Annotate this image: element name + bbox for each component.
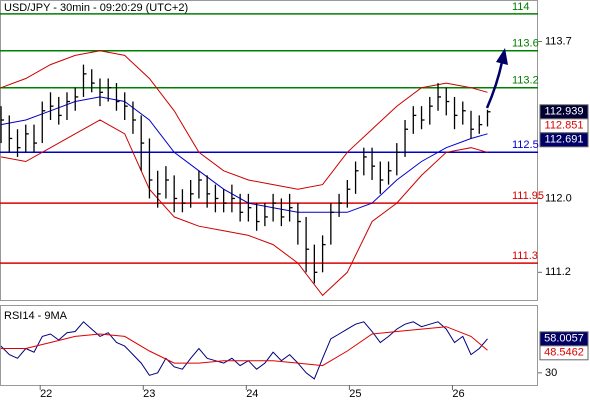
x-tick-label: 23 <box>143 388 155 400</box>
indicator-line <box>0 119 488 297</box>
price-tag-label: 48.5462 <box>544 347 584 359</box>
x-tick-label: 22 <box>40 388 52 400</box>
y-tick-label: 112.0 <box>545 192 572 204</box>
indicator-line <box>0 50 488 190</box>
y-tick-label: 111.2 <box>545 266 571 278</box>
rsi-line <box>0 321 488 380</box>
x-tick-label: 24 <box>246 388 258 400</box>
x-tick-label: 25 <box>349 388 361 400</box>
level-label: 114 <box>512 1 530 13</box>
price-tag-label: 112.939 <box>545 106 584 118</box>
rsi-title: RSI14 - 9MA <box>4 310 68 322</box>
price-tag <box>539 132 589 148</box>
level-label: 113.2 <box>512 75 539 87</box>
level-label: 113.6 <box>512 38 539 50</box>
price-tag-label: 58.0057 <box>544 333 584 345</box>
y-tick-label: 113.7 <box>545 35 572 47</box>
rsi-panel <box>0 305 538 386</box>
level-label: 111.95 <box>512 190 544 202</box>
price-tag-label: 112.691 <box>545 134 584 146</box>
arrow <box>485 61 504 109</box>
price-tag <box>539 345 589 361</box>
price-tag-label: 112.851 <box>545 120 584 132</box>
level-label: 111.3 <box>512 250 538 262</box>
x-tick-label: 26 <box>452 388 464 400</box>
arrow-head <box>496 48 508 65</box>
level-label: 112.5 <box>512 139 539 151</box>
chart-title: USD/JPY - 30min - 09:20:29 (UTC+2) <box>4 2 188 14</box>
rsi-line <box>1 326 488 367</box>
y-tick-label: 30 <box>545 367 557 379</box>
